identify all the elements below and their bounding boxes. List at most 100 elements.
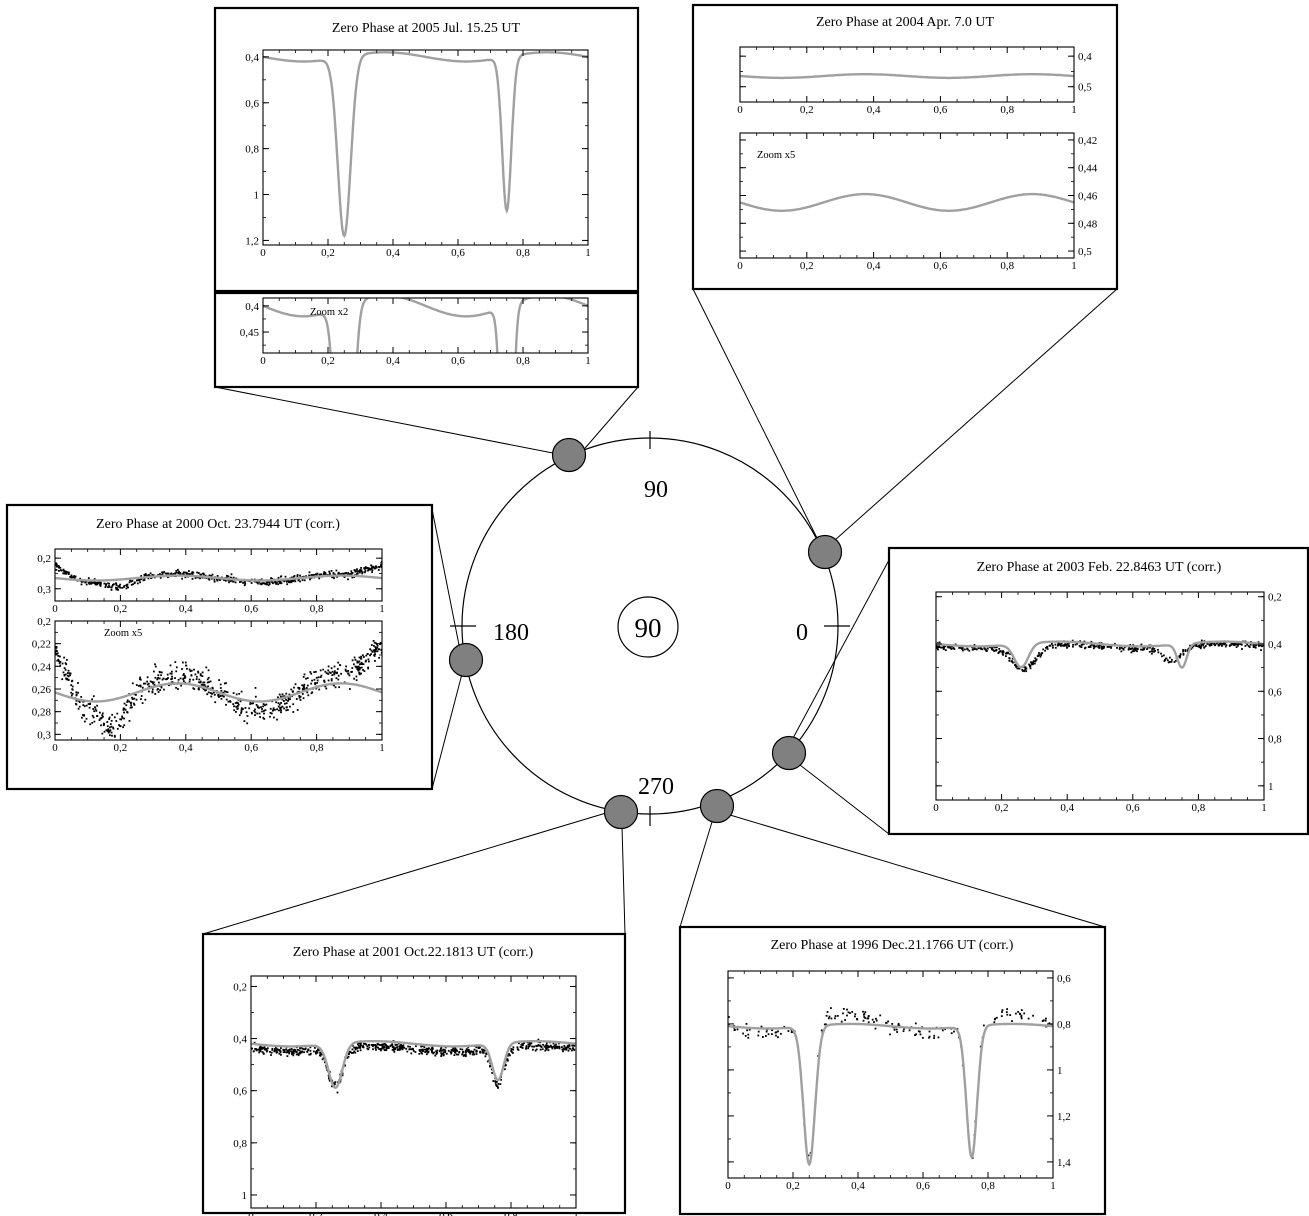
data-point bbox=[316, 572, 319, 575]
data-point bbox=[372, 640, 375, 642]
data-point bbox=[356, 665, 358, 668]
orbit-marker bbox=[771, 735, 807, 771]
data-point bbox=[313, 574, 316, 576]
data-point bbox=[368, 567, 371, 570]
data-point bbox=[375, 565, 377, 568]
y-tick-label: 0,5 bbox=[1078, 82, 1092, 94]
data-point bbox=[1080, 646, 1083, 648]
data-point bbox=[289, 705, 291, 708]
data-point bbox=[944, 649, 947, 651]
y-tick-label: 0,2 bbox=[1268, 592, 1282, 604]
data-point bbox=[301, 579, 304, 581]
data-point bbox=[337, 674, 340, 677]
data-point bbox=[1128, 646, 1131, 649]
data-point bbox=[1027, 1017, 1030, 1020]
data-point bbox=[96, 715, 98, 717]
data-point bbox=[71, 688, 74, 691]
data-point bbox=[139, 676, 141, 679]
x-tick-label: 0,8 bbox=[1000, 260, 1014, 272]
data-point bbox=[297, 1049, 299, 1051]
data-point bbox=[545, 1047, 548, 1050]
data-point bbox=[69, 674, 71, 677]
data-point bbox=[139, 685, 142, 688]
data-point bbox=[1149, 646, 1151, 649]
data-point bbox=[240, 710, 243, 713]
data-point bbox=[225, 703, 227, 706]
data-point bbox=[844, 1019, 846, 1021]
data-point bbox=[358, 570, 361, 573]
data-point bbox=[179, 572, 182, 574]
data-point bbox=[497, 1083, 500, 1085]
data-point bbox=[288, 581, 291, 583]
data-point bbox=[940, 646, 942, 649]
data-point bbox=[365, 659, 367, 662]
connector-line bbox=[621, 825, 626, 935]
data-point bbox=[64, 662, 67, 665]
data-point bbox=[1057, 644, 1060, 646]
data-point bbox=[1002, 651, 1005, 653]
data-point bbox=[74, 575, 77, 578]
data-point bbox=[1151, 648, 1154, 651]
data-point bbox=[421, 1049, 424, 1052]
data-point bbox=[537, 1044, 540, 1046]
data-point bbox=[374, 653, 376, 655]
data-point bbox=[138, 578, 140, 581]
data-point bbox=[407, 1045, 409, 1048]
data-point bbox=[304, 1048, 307, 1051]
data-point bbox=[87, 577, 90, 579]
data-point bbox=[175, 686, 177, 689]
data-point bbox=[356, 568, 358, 571]
data-point bbox=[891, 1023, 894, 1025]
data-point bbox=[169, 672, 172, 675]
data-point bbox=[373, 567, 376, 569]
data-point bbox=[157, 674, 160, 677]
data-point bbox=[341, 1074, 344, 1077]
data-point bbox=[421, 1045, 424, 1047]
data-point bbox=[827, 1017, 830, 1020]
data-point bbox=[195, 675, 198, 678]
data-point bbox=[330, 570, 333, 572]
data-point bbox=[373, 641, 376, 644]
x-tick-label: 0,6 bbox=[451, 355, 465, 367]
data-point bbox=[1092, 645, 1095, 648]
x-tick-label: 1 bbox=[1071, 104, 1077, 116]
data-point bbox=[357, 1043, 359, 1046]
data-point bbox=[266, 583, 268, 586]
observed-series bbox=[55, 640, 382, 738]
data-point bbox=[192, 687, 195, 690]
data-point bbox=[391, 1046, 394, 1048]
center-inclination-circle bbox=[617, 596, 679, 658]
data-point bbox=[346, 670, 348, 673]
data-point bbox=[303, 683, 306, 686]
data-point bbox=[1237, 643, 1240, 645]
panel-frame-2000 bbox=[5, 503, 434, 791]
x-tick-label: 1 bbox=[1071, 260, 1077, 272]
data-point bbox=[269, 715, 271, 718]
data-point bbox=[163, 571, 165, 573]
data-point bbox=[992, 649, 995, 651]
data-point bbox=[765, 1035, 767, 1037]
data-point bbox=[122, 726, 124, 729]
data-point bbox=[360, 672, 362, 675]
data-point bbox=[347, 672, 350, 675]
plot-axes-frame bbox=[250, 975, 577, 1209]
data-point bbox=[188, 668, 191, 671]
x-tick-label: 0,2 bbox=[800, 104, 814, 116]
data-point bbox=[333, 670, 336, 673]
x-tick-label: 0,2 bbox=[114, 742, 128, 754]
data-point bbox=[547, 1046, 550, 1048]
data-point bbox=[777, 1036, 779, 1039]
data-point bbox=[1005, 1011, 1008, 1013]
data-point bbox=[282, 1051, 285, 1054]
data-point bbox=[280, 706, 283, 709]
data-point bbox=[240, 709, 243, 711]
data-point bbox=[270, 712, 273, 715]
data-point bbox=[1054, 643, 1057, 646]
data-point bbox=[1182, 650, 1184, 653]
data-point bbox=[55, 563, 58, 566]
data-point bbox=[506, 1058, 509, 1061]
data-point bbox=[259, 716, 261, 718]
data-point bbox=[279, 580, 282, 583]
data-point bbox=[287, 700, 289, 702]
data-point bbox=[356, 570, 359, 573]
